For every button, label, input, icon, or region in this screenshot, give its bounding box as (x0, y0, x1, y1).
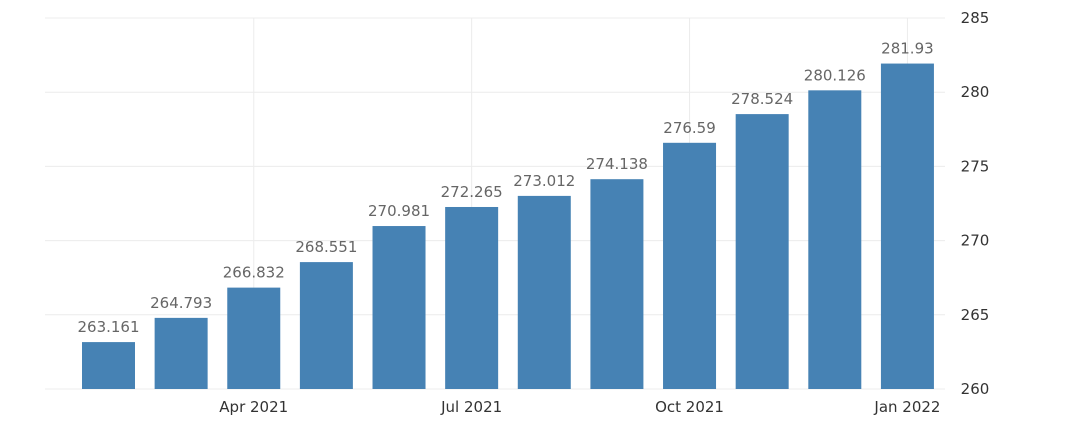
data-label: 274.138 (586, 155, 648, 173)
data-label: 280.126 (804, 66, 866, 84)
x-tick-label: Apr 2021 (219, 398, 288, 416)
bar (299, 262, 353, 389)
y-tick-label: 275 (961, 157, 990, 175)
data-label: 263.161 (77, 318, 139, 336)
y-tick-label: 270 (961, 232, 990, 250)
y-tick-label: 265 (961, 306, 990, 324)
x-axis: Apr 2021 Jul 2021 Oct 2021 Jan 2022 (219, 398, 940, 416)
bar (82, 342, 135, 389)
bar (227, 287, 281, 389)
data-label: 270.981 (368, 202, 430, 220)
bar (372, 226, 426, 389)
y-tick-label: 260 (961, 380, 990, 398)
data-label: 266.832 (223, 264, 285, 282)
bar (808, 90, 862, 389)
data-labels: 263.161 264.793 266.832 268.551 270.981 272.2… (77, 40, 933, 337)
bar (590, 179, 644, 389)
data-label: 276.59 (663, 119, 716, 137)
data-label: 264.793 (150, 294, 212, 312)
bar (154, 317, 208, 389)
bars (82, 63, 934, 389)
y-tick-label: 280 (961, 83, 990, 101)
data-label: 273.012 (513, 172, 575, 190)
data-label: 272.265 (441, 183, 503, 201)
data-label: 281.93 (881, 40, 934, 58)
x-tick-label: Jul 2021 (440, 398, 502, 416)
data-label: 278.524 (731, 90, 793, 108)
bar (663, 142, 717, 389)
x-tick-label: Oct 2021 (655, 398, 724, 416)
x-tick-label: Jan 2022 (873, 398, 940, 416)
data-label: 268.551 (295, 238, 357, 256)
bar (517, 195, 571, 389)
bar (735, 114, 789, 389)
y-axis: 260 265 270 275 280 285 (961, 9, 990, 398)
y-tick-label: 285 (961, 9, 990, 27)
bar (445, 206, 499, 389)
bar (880, 63, 934, 389)
